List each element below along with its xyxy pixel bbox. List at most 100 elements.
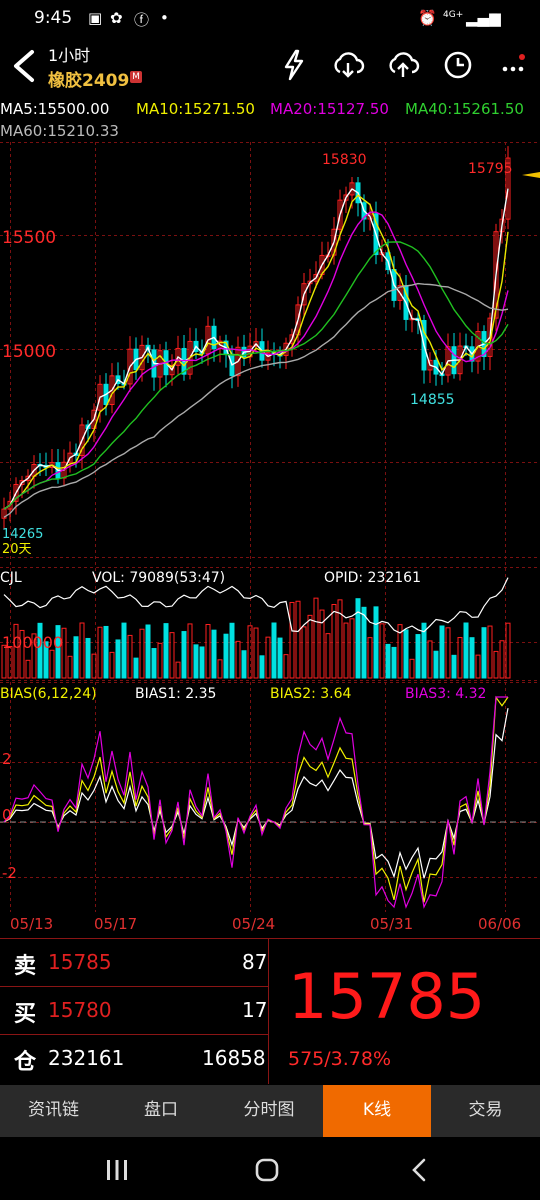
candle-body	[343, 194, 349, 201]
back-arrow-icon[interactable]	[10, 48, 38, 84]
candle-body	[7, 500, 13, 510]
sell-volume: 87	[242, 950, 268, 974]
volume-bar	[457, 637, 463, 679]
tab-kline[interactable]: K线	[323, 1085, 431, 1137]
bias-lines	[3, 695, 509, 909]
candle-body	[235, 346, 241, 377]
volume-indicator-name[interactable]: CJL	[0, 570, 22, 586]
open-interest-value: OPID: 232161	[324, 570, 421, 586]
volume-bar	[451, 654, 457, 679]
volume-bar	[295, 600, 301, 679]
system-nav-bar	[0, 1138, 540, 1200]
buy-price[interactable]: 15780	[48, 998, 112, 1022]
volume-bar	[301, 626, 307, 679]
volume-bar	[13, 623, 19, 679]
volume-bar	[439, 625, 445, 679]
contract-name[interactable]: 橡胶2409	[48, 71, 130, 91]
back-nav-icon[interactable]	[408, 1157, 430, 1183]
tab-trade[interactable]: 交易	[468, 1100, 503, 1120]
volume-bar	[265, 636, 271, 679]
volume-bar	[379, 623, 385, 679]
volume-bar	[169, 632, 175, 679]
volume-bar	[307, 614, 313, 679]
candle-body	[19, 480, 25, 485]
clock-icon[interactable]	[441, 48, 475, 82]
volume-bar	[223, 633, 229, 679]
volume-bar	[445, 627, 451, 679]
volume-bar	[181, 631, 187, 679]
volume-bar	[145, 624, 151, 679]
candle-body	[301, 283, 307, 306]
recents-icon[interactable]	[104, 1158, 130, 1182]
bias2-value: BIAS2: 3.64	[270, 686, 352, 702]
sell-price[interactable]: 15785	[48, 950, 112, 974]
start-price-label: 14265	[2, 527, 43, 542]
kline-chart[interactable]: 15500 15000 15830 15795 14855 14265 20天 …	[0, 142, 540, 912]
volume-bar	[337, 599, 343, 679]
candle-body	[289, 334, 295, 344]
volume-bar	[217, 659, 223, 679]
volume-bar	[85, 637, 91, 679]
bias-indicator-name[interactable]: BIAS(6,12,24)	[0, 686, 97, 702]
open-interest-label: 仓	[14, 1050, 37, 1075]
cloud-download-icon[interactable]	[331, 48, 365, 82]
volume-bar	[427, 640, 433, 679]
bias-axis-label-neg2: -2	[2, 864, 17, 882]
volume-bar	[55, 625, 61, 679]
tab-timeshare[interactable]: 分时图	[243, 1100, 295, 1120]
bias-line-1	[3, 708, 509, 879]
volume-bar	[19, 629, 25, 679]
lightning-icon[interactable]	[277, 48, 311, 82]
candle-body	[499, 218, 505, 233]
volume-bar	[115, 639, 121, 679]
ma60-value: MA60:15210.33	[0, 122, 119, 140]
alarm-icon: ⏰	[418, 9, 437, 27]
volume-bar	[163, 623, 169, 679]
candle-body	[349, 182, 355, 196]
volume-bar	[157, 642, 163, 679]
volume-bar	[475, 654, 481, 679]
volume-bar	[205, 624, 211, 679]
candle-body	[97, 383, 103, 411]
volume-bar	[187, 623, 193, 679]
candle-body	[367, 213, 373, 220]
volume-bar	[31, 633, 37, 679]
quote-grid-lines	[0, 938, 540, 1084]
more-icon[interactable]	[498, 48, 532, 82]
open-interest-line	[3, 577, 509, 634]
volume-bar	[235, 640, 241, 679]
ma-lines	[3, 187, 509, 518]
tab-order-book[interactable]: 盘口	[144, 1100, 178, 1120]
volume-bar	[211, 629, 217, 679]
bias-axis-label-0: 0	[2, 806, 12, 824]
tab-news-chain[interactable]: 资讯链	[28, 1100, 79, 1120]
volume-bar	[175, 661, 181, 679]
bias1-value: BIAS1: 2.35	[135, 686, 217, 702]
volume-bar	[289, 601, 295, 679]
volume-bar	[133, 657, 139, 679]
app-colorful-icon: ✿	[110, 9, 123, 27]
candle-body	[505, 157, 511, 220]
volume-bar	[421, 622, 427, 679]
candle-body	[175, 347, 181, 366]
cloud-upload-icon[interactable]	[386, 48, 420, 82]
date-label: 06/06	[478, 915, 522, 933]
volume-bar	[241, 650, 247, 679]
volume-bar	[391, 646, 397, 679]
bias3-value: BIAS3: 4.32	[405, 686, 487, 702]
candle-body	[253, 341, 259, 347]
period-selector[interactable]: 1小时	[48, 46, 91, 65]
volume-bar	[139, 628, 145, 679]
volume-bar	[37, 622, 43, 679]
candle-body	[187, 340, 193, 375]
sell-label: 卖	[14, 954, 37, 979]
main-contract-badge: M	[130, 71, 142, 83]
price-change: 575/3.78%	[288, 1048, 392, 1070]
bias-axis-label-2: 2	[2, 750, 12, 768]
home-icon[interactable]	[254, 1157, 280, 1183]
date-label: 05/13	[10, 915, 54, 933]
volume-bar	[91, 653, 97, 679]
candle-body	[475, 331, 481, 362]
candle-body	[79, 424, 85, 457]
volume-bar	[73, 636, 79, 679]
